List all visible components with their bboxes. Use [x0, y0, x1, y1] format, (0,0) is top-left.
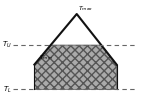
Polygon shape [34, 45, 117, 89]
Text: $T_L$: $T_L$ [3, 84, 12, 95]
Text: $T_{max}$: $T_{max}$ [78, 4, 93, 13]
Text: $T_{min}$: $T_{min}$ [39, 53, 53, 62]
Text: $T_U$: $T_U$ [2, 40, 12, 50]
